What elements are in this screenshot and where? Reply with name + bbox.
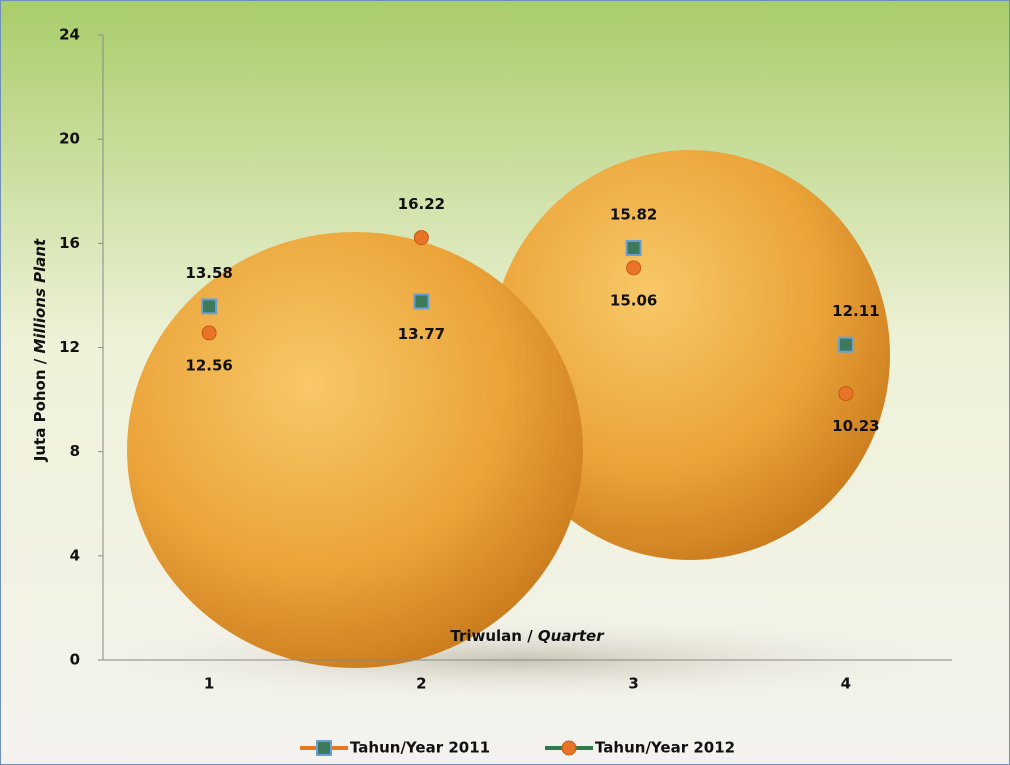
data-label: 12.11 bbox=[832, 302, 879, 320]
x-tick-label: 4 bbox=[841, 675, 851, 693]
fruit bbox=[490, 150, 890, 560]
x-tick-label: 3 bbox=[628, 675, 638, 693]
data-point bbox=[201, 325, 217, 341]
y-axis-title-part: Juta Pohon / bbox=[31, 354, 49, 463]
data-point bbox=[413, 293, 430, 310]
data-label: 10.23 bbox=[832, 417, 879, 435]
x-tick-label: 1 bbox=[204, 675, 214, 693]
legend-label: Tahun/Year 2012 bbox=[595, 739, 735, 757]
y-tick-label: 20 bbox=[59, 130, 80, 148]
x-tick-label: 2 bbox=[416, 675, 426, 693]
y-axis-title-part: Millions Plant bbox=[31, 238, 49, 354]
y-axis-title: Juta Pohon / Millions Plant bbox=[31, 238, 49, 462]
data-point bbox=[838, 386, 854, 402]
data-point bbox=[413, 230, 429, 246]
legend-marker bbox=[561, 740, 577, 756]
data-label: 15.82 bbox=[610, 206, 657, 224]
data-point bbox=[625, 240, 642, 257]
data-label: 16.22 bbox=[398, 195, 445, 213]
data-label: 15.06 bbox=[610, 291, 657, 309]
x-axis-title: Triwulan / Quarter bbox=[450, 627, 605, 645]
x-axis-title-part: Quarter bbox=[538, 627, 605, 645]
legend-marker bbox=[316, 740, 332, 756]
data-label: 12.56 bbox=[185, 356, 232, 374]
data-label: 13.77 bbox=[398, 325, 445, 343]
data-label: 13.58 bbox=[185, 264, 232, 282]
x-axis-title-part: Triwulan / bbox=[450, 627, 538, 645]
y-tick-label: 4 bbox=[70, 546, 80, 564]
data-point bbox=[626, 260, 642, 276]
y-tick-label: 12 bbox=[59, 338, 80, 356]
data-point bbox=[837, 336, 854, 353]
fruit bbox=[127, 232, 583, 668]
legend-label: Tahun/Year 2011 bbox=[350, 739, 490, 757]
data-point bbox=[201, 298, 218, 315]
legend: Tahun/Year 2011 Tahun/Year 2012 bbox=[300, 739, 735, 757]
y-tick-label: 24 bbox=[59, 26, 80, 44]
y-tick-label: 0 bbox=[70, 651, 80, 669]
y-tick-label: 8 bbox=[70, 442, 80, 460]
y-tick-label: 16 bbox=[59, 234, 80, 252]
